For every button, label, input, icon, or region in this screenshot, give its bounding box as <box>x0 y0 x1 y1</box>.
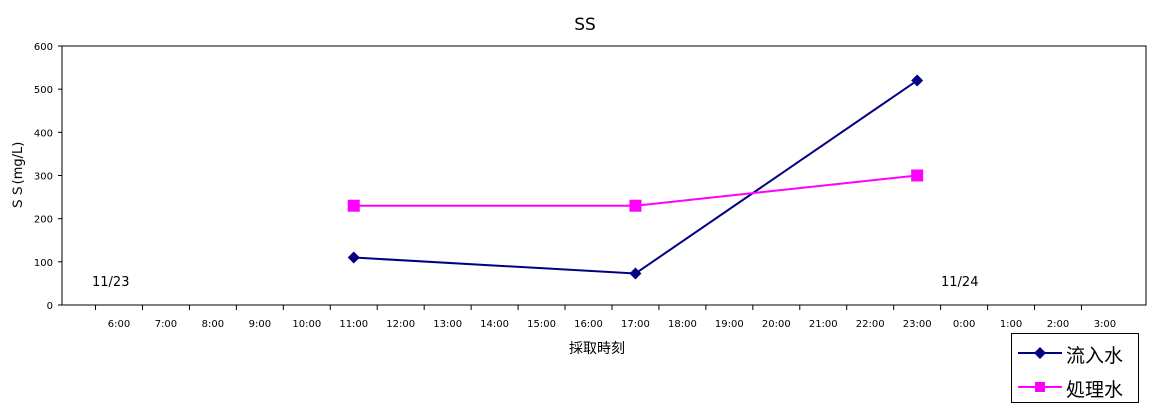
x-axis: 6:00 7:00 8:00 9:00 10:00 11:00 12:00 13:00 14:0… <box>95 305 1116 330</box>
y-tick-label: 400 <box>34 128 53 139</box>
date-annotation: 11/23 <box>92 275 129 290</box>
x-tick-label: 10:00 <box>292 319 321 330</box>
x-tick-label: 16:00 <box>574 319 603 330</box>
y-tick-label: 500 <box>34 85 53 96</box>
data-point <box>629 267 642 280</box>
x-tick-label: 18:00 <box>668 319 697 330</box>
data-point <box>347 251 360 264</box>
data-point <box>911 74 924 87</box>
x-tick-label: 0:00 <box>953 319 975 330</box>
x-tick-label: 23:00 <box>903 319 932 330</box>
date-annotations: 11/23 11/24 <box>92 275 978 290</box>
series-markers <box>347 74 924 280</box>
plot-area <box>61 45 1147 306</box>
y-axis-title: ＳＳ(mg/L) <box>11 142 26 211</box>
x-tick-label: 21:00 <box>809 319 838 330</box>
legend-item-treated: 処理水 <box>1012 370 1138 404</box>
x-tick-label: 2:00 <box>1047 319 1069 330</box>
y-tick-label: 200 <box>34 215 53 226</box>
data-point <box>911 169 924 182</box>
x-tick-label: 3:00 <box>1094 319 1116 330</box>
x-tick-label: 11:00 <box>339 319 368 330</box>
legend-label-treated: 処理水 <box>1066 379 1124 401</box>
x-tick-label: 1:00 <box>1000 319 1022 330</box>
x-tick-label: 7:00 <box>155 319 177 330</box>
data-point <box>347 199 360 212</box>
legend-inflow-marker <box>1018 347 1062 359</box>
legend-label-inflow: 流入水 <box>1066 345 1124 367</box>
date-annotation: 11/24 <box>941 275 978 290</box>
x-tick-label: 8:00 <box>202 319 224 330</box>
x-tick-label: 22:00 <box>856 319 885 330</box>
x-axis-title: 採取時刻 <box>569 341 625 357</box>
x-tick-label: 15:00 <box>527 319 556 330</box>
data-point <box>629 199 642 212</box>
y-tick-label: 0 <box>47 301 53 312</box>
x-tick-label: 9:00 <box>249 319 271 330</box>
x-tick-label: 14:00 <box>480 319 509 330</box>
y-tick-label: 100 <box>34 258 53 269</box>
y-tick-label: 600 <box>34 42 53 53</box>
x-tick-label: 13:00 <box>433 319 462 330</box>
x-tick-label: 17:00 <box>621 319 650 330</box>
legend-treated-marker <box>1018 382 1062 392</box>
y-axis: 0 100 200 300 400 500 600 <box>34 42 62 312</box>
x-tick-label: 12:00 <box>386 319 415 330</box>
legend-item-inflow: 流入水 <box>1012 336 1138 370</box>
y-tick-label: 300 <box>34 172 53 183</box>
x-tick-label: 19:00 <box>715 319 744 330</box>
legend: 流入水 処理水 <box>1011 333 1139 403</box>
x-tick-label: 20:00 <box>762 319 791 330</box>
x-tick-label: 6:00 <box>108 319 130 330</box>
chart-title: SS <box>574 15 596 35</box>
